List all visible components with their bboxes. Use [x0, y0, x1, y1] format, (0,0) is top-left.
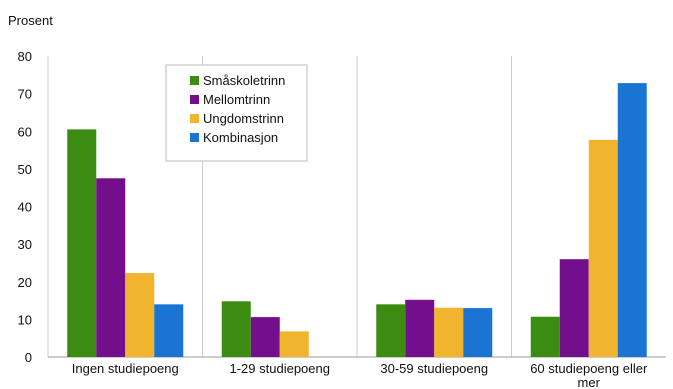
y-tick-label: 30	[18, 237, 32, 252]
y-tick-label: 40	[18, 200, 32, 215]
x-category-label: mer	[578, 375, 601, 389]
bar	[279, 331, 309, 357]
bar	[250, 317, 280, 357]
x-axis-categories: Ingen studiepoeng 1-29 studiepoeng 30-59 s…	[72, 361, 648, 389]
y-tick-label: 60	[18, 124, 32, 139]
x-category-label: 30-59 studiepoeng	[380, 361, 488, 376]
bar	[376, 304, 406, 357]
bar	[154, 304, 184, 357]
y-tick-label: 80	[18, 49, 32, 64]
y-tick-label: 50	[18, 162, 32, 177]
y-tick-label: 20	[18, 275, 32, 290]
legend-label: Ungdomstrinn	[203, 111, 284, 126]
y-axis-label: Prosent	[8, 13, 53, 28]
bar	[617, 83, 647, 357]
bar	[125, 273, 155, 357]
bar	[67, 129, 97, 357]
x-category-label: 1-29 studiepoeng	[230, 361, 330, 376]
legend-swatch	[190, 95, 199, 104]
legend-swatch	[190, 133, 199, 142]
bars	[67, 83, 647, 357]
bar	[588, 139, 618, 357]
y-tick-label: 70	[18, 87, 32, 102]
x-category-label: 60 studiepoeng eller	[530, 361, 648, 376]
x-category-label: Ingen studiepoeng	[72, 361, 179, 376]
legend: Småskoletrinn Mellomtrinn Ungdomstrinn Komb…	[165, 64, 308, 162]
legend-box	[165, 64, 308, 162]
bar	[221, 301, 251, 357]
legend-label: Mellomtrinn	[203, 92, 270, 107]
bar	[434, 307, 464, 357]
legend-label: Småskoletrinn	[203, 73, 285, 88]
y-tick-label: 10	[18, 312, 32, 327]
bar	[405, 299, 435, 357]
bar	[530, 316, 560, 357]
bar	[463, 308, 493, 357]
legend-label: Kombinasjon	[203, 130, 278, 145]
legend-swatch	[190, 114, 199, 123]
y-tick-label: 0	[25, 350, 32, 365]
y-axis-ticks: 0 10 20 30 40 50 60 70 80	[18, 49, 32, 365]
bar	[559, 259, 589, 357]
bar	[96, 178, 126, 357]
legend-swatch	[190, 76, 199, 85]
